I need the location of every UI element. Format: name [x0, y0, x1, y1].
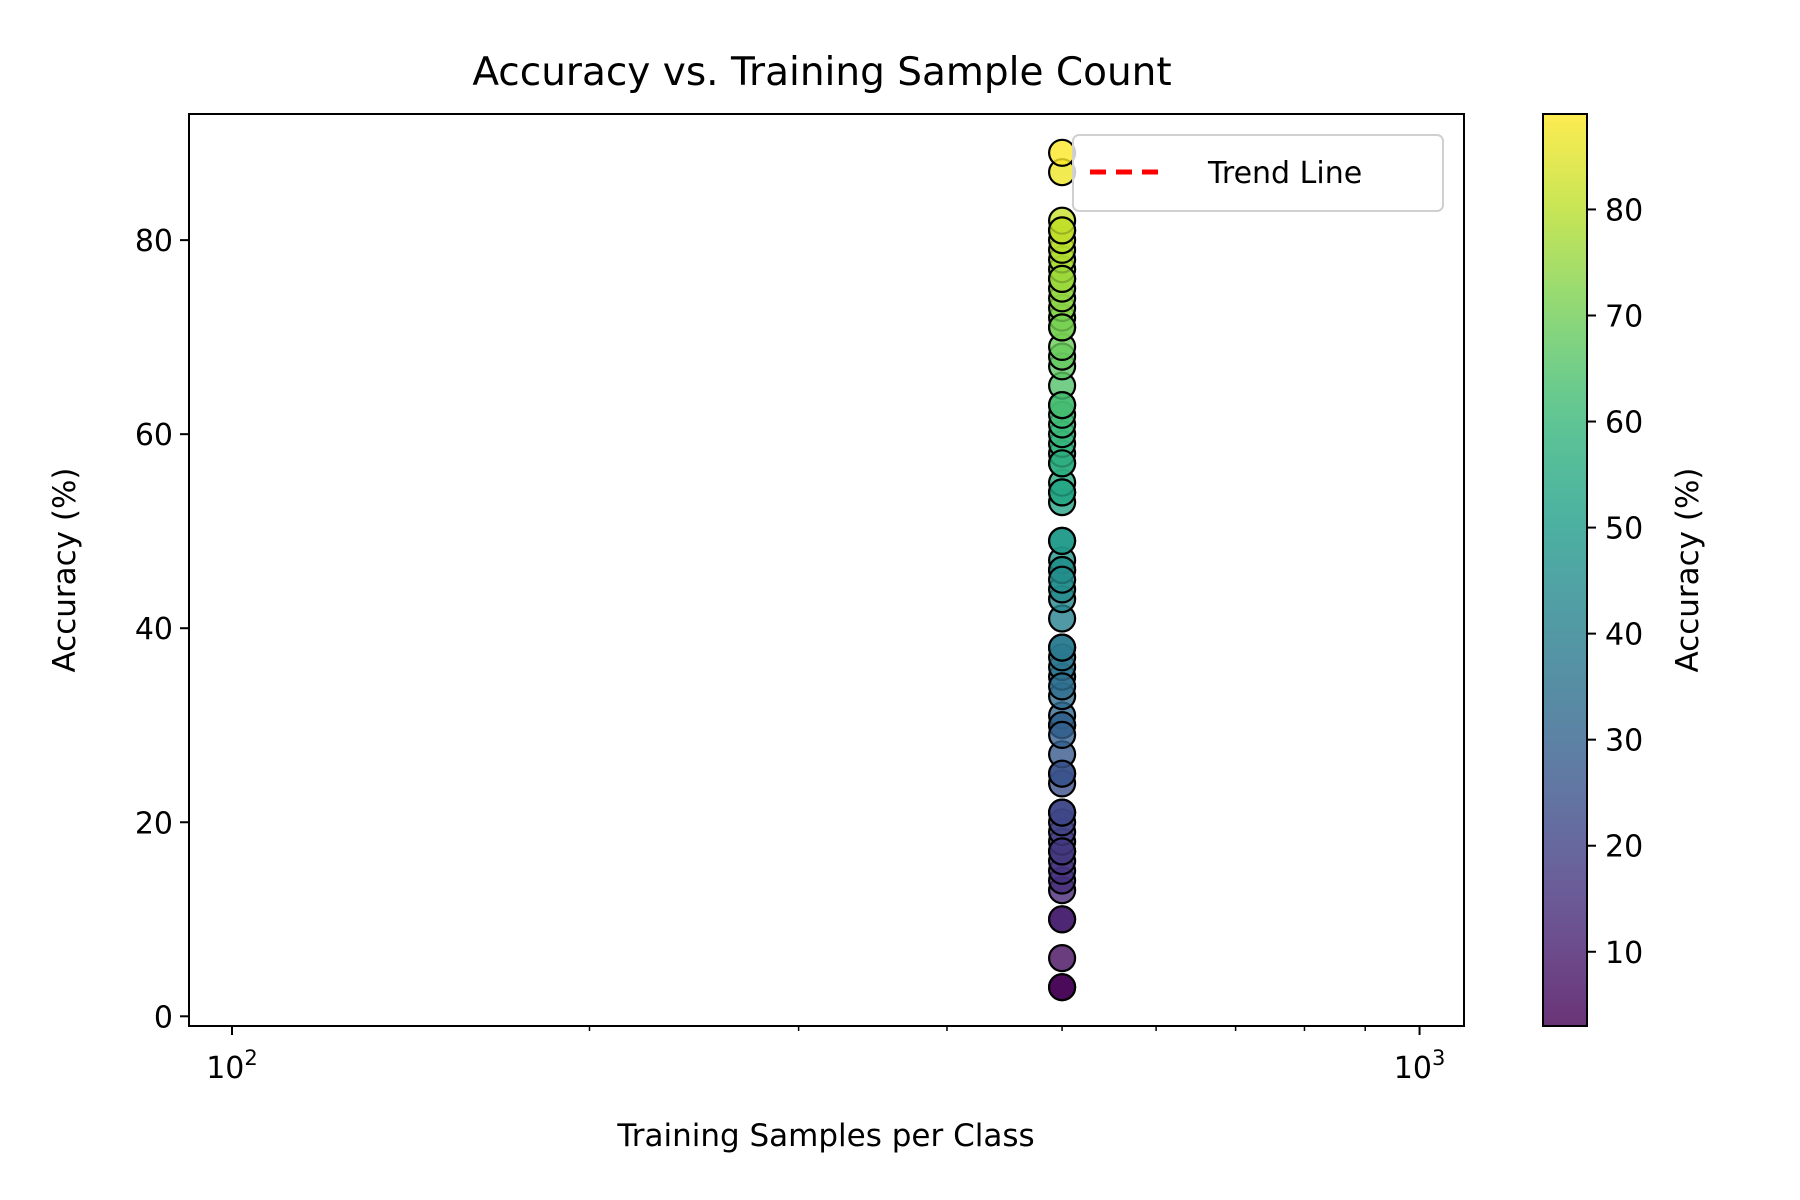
legend: Trend Line: [1072, 134, 1444, 212]
data-point: [1047, 837, 1077, 866]
data-point: [1047, 720, 1077, 750]
y-tick-label: 40: [135, 612, 173, 647]
data-point: [1047, 138, 1077, 167]
colorbar-tick-label: 30: [1605, 724, 1643, 759]
data-point: [1047, 478, 1077, 507]
colorbar-tick-label: 20: [1605, 830, 1643, 865]
colorbar-tick-label: 10: [1605, 936, 1643, 971]
data-point: [1047, 313, 1077, 342]
data-point: [1047, 672, 1077, 701]
colorbar-tick-label: 70: [1605, 299, 1643, 334]
colorbar-tick-label: 80: [1605, 193, 1643, 228]
legend-label-trend-line: Trend Line: [1207, 156, 1362, 191]
data-point: [1047, 264, 1077, 293]
scatter-points: [1047, 138, 1077, 1002]
legend-box: [1072, 134, 1444, 212]
x-axis-title: Training Samples per Class: [616, 1118, 1034, 1154]
data-point: [1047, 943, 1077, 973]
data-point: [1047, 905, 1077, 934]
data-point: [1047, 216, 1077, 245]
colorbar-tick-label: 50: [1605, 512, 1643, 547]
y-tick-label: 20: [135, 806, 173, 841]
colorbar-tick-label: 60: [1605, 406, 1643, 441]
data-point: [1047, 449, 1077, 478]
data-point: [1047, 565, 1077, 594]
colorbar-ticks: 10 20 30 40 50 60 70 80: [1587, 193, 1643, 971]
data-point: [1047, 391, 1077, 420]
data-point: [1047, 759, 1077, 788]
y-axis: 0 20 40 60 80: [135, 224, 189, 1035]
colorbar: 10 20 30 40 50 60 70 80 Accuracy (%): [1542, 113, 1706, 1027]
y-tick-label: 60: [135, 418, 173, 453]
plot-area: [188, 113, 1465, 1027]
chart-title: Accuracy vs. Training Sample Count: [472, 50, 1171, 95]
colorbar-tick-label: 40: [1605, 618, 1643, 653]
y-tick-label: 0: [154, 1000, 173, 1035]
colorbar-gradient: [1542, 113, 1588, 1027]
data-point: [1047, 633, 1077, 662]
y-tick-label: 80: [135, 224, 173, 259]
x-tick-label: 102: [206, 1046, 258, 1086]
x-axis: 102 103: [206, 1026, 1445, 1086]
y-axis-title: Accuracy (%): [47, 467, 83, 672]
colorbar-label: Accuracy (%): [1670, 467, 1706, 672]
x-tick-label: 103: [1394, 1046, 1446, 1086]
data-point: [1047, 798, 1077, 827]
data-point: [1047, 973, 1077, 1002]
data-point: [1047, 526, 1077, 556]
